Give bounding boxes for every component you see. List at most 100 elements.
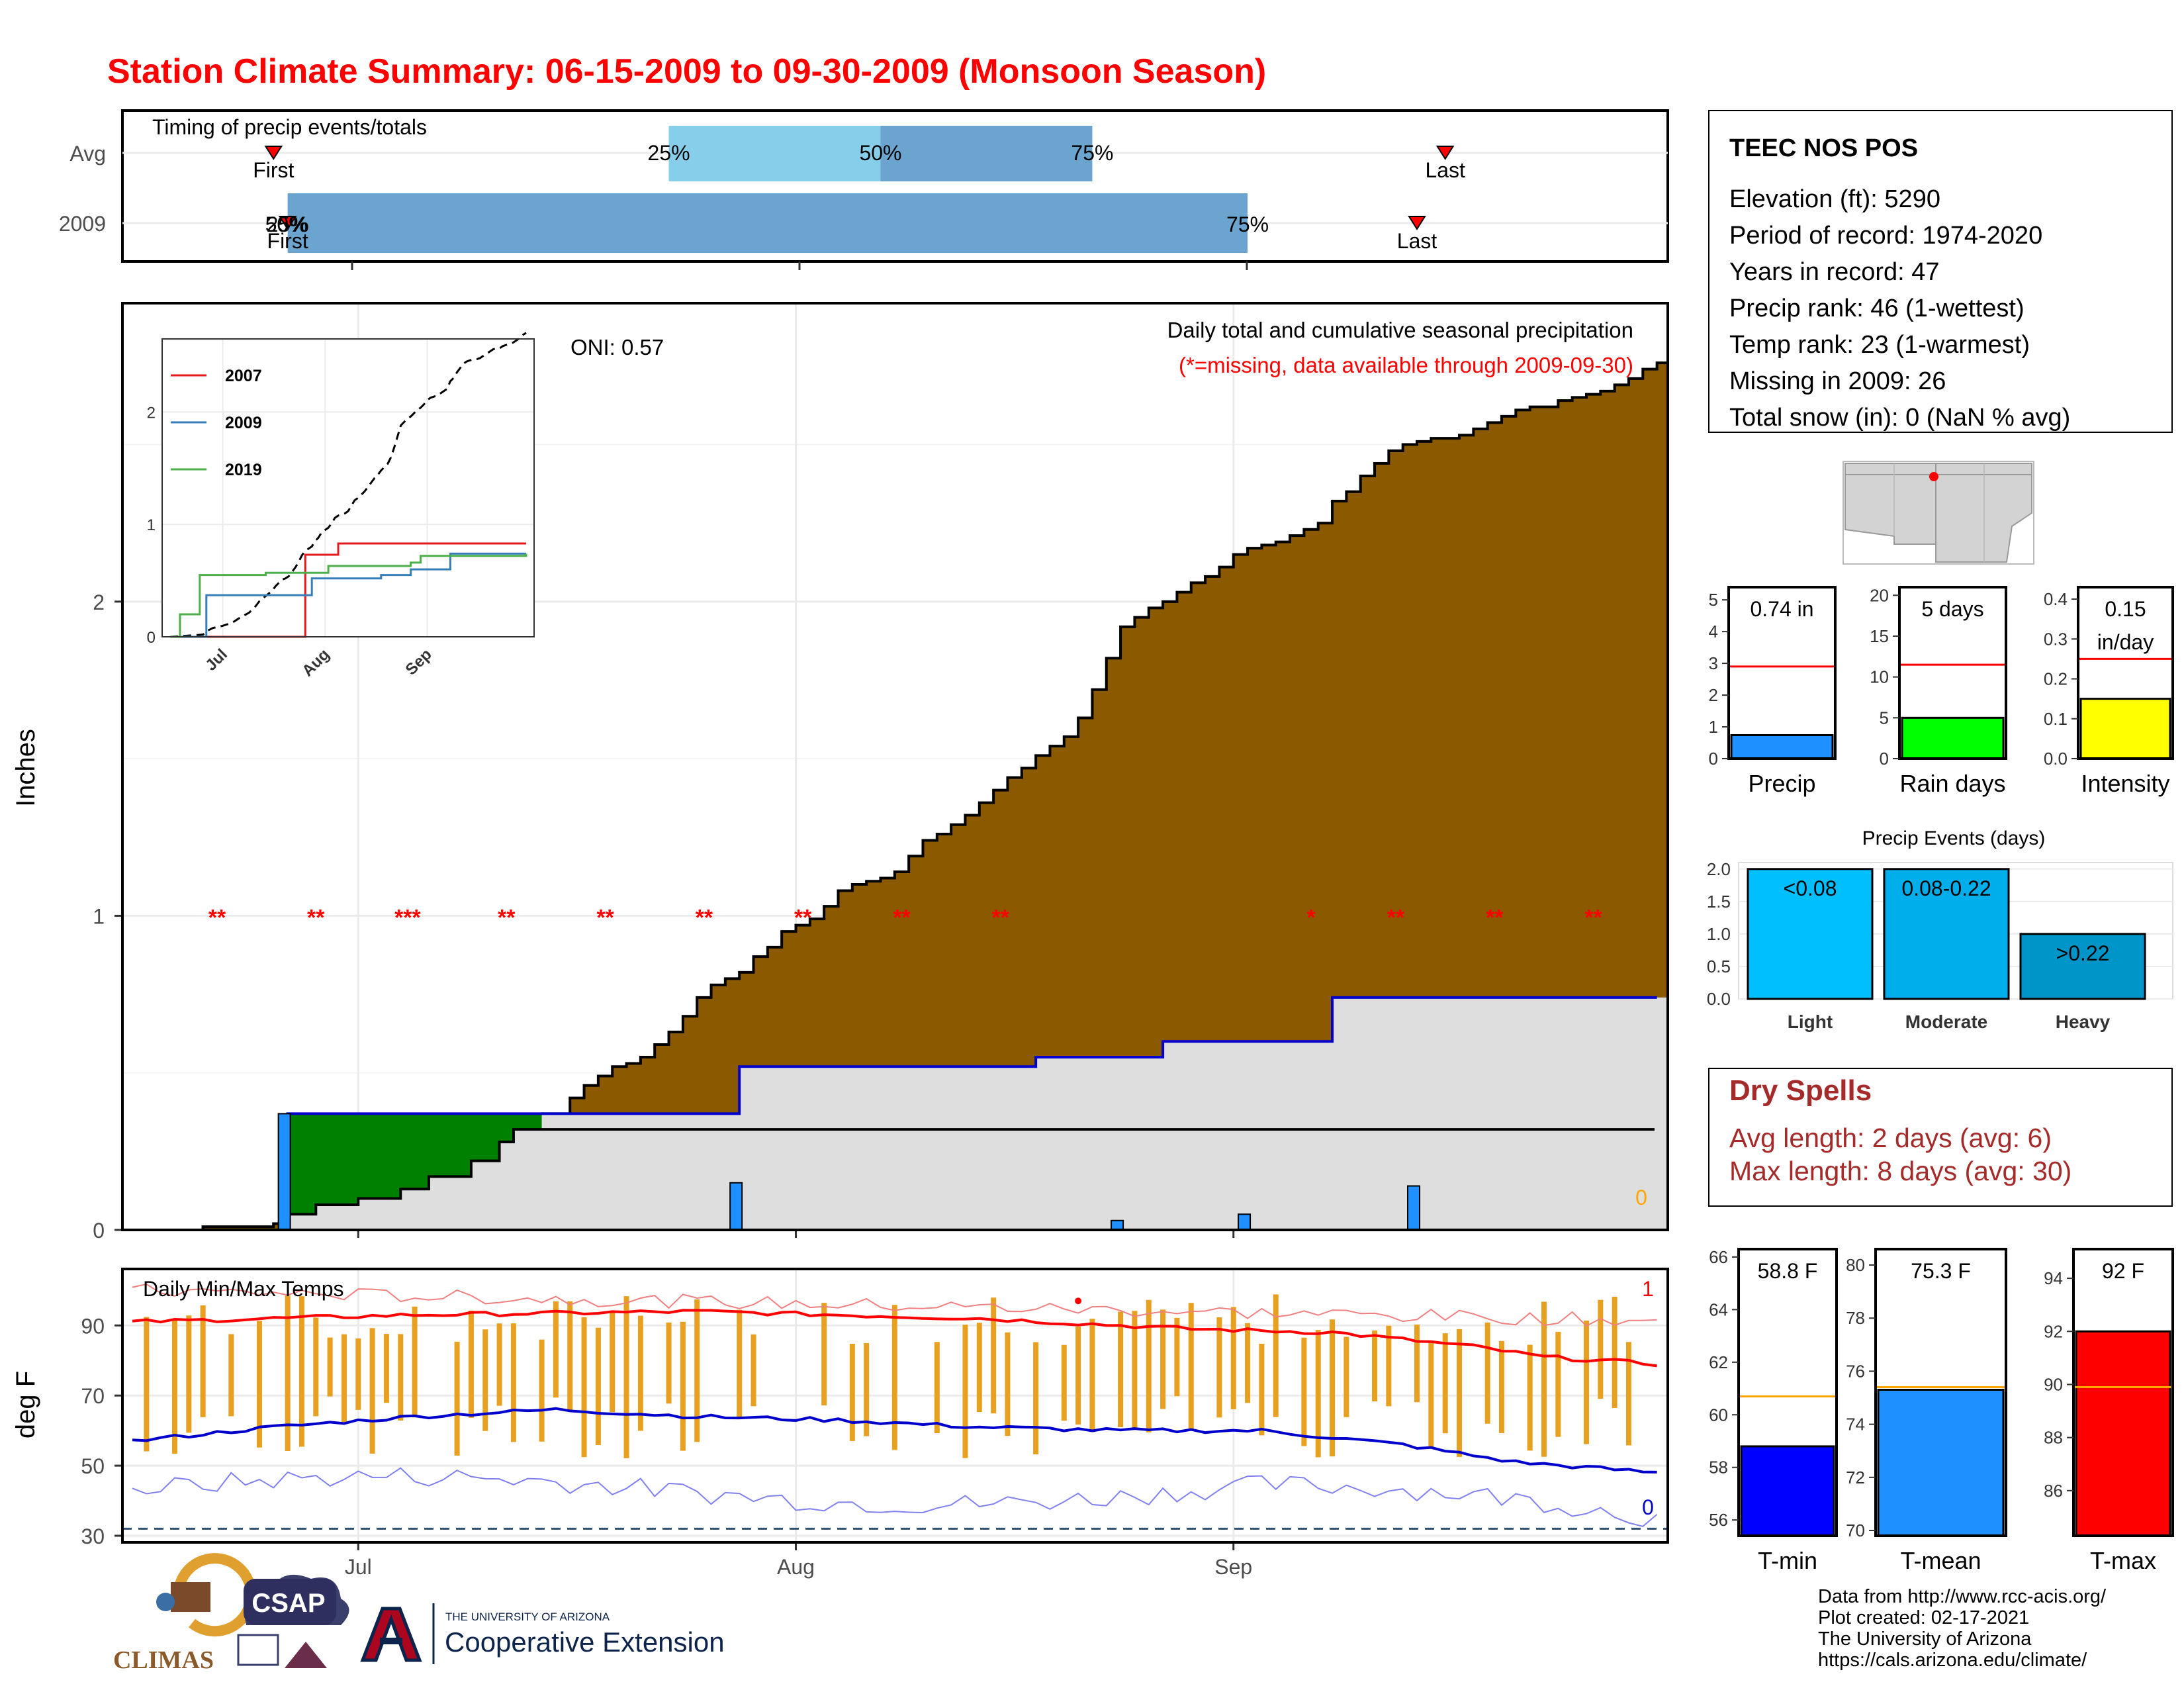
daily-temp-range-bar (623, 1296, 629, 1458)
tick-label: 64 (1709, 1299, 1728, 1319)
tick-label: 3 (1709, 653, 1718, 673)
panel-frame (1737, 1248, 1838, 1537)
tick-label: 56 (1709, 1510, 1728, 1530)
station-line-missing: Missing in 2009: 26 (1729, 367, 1946, 395)
tick-label: 0.1 (2044, 709, 2068, 729)
daily-temp-range-bar (200, 1305, 206, 1417)
tick-label: 0.0 (2044, 749, 2068, 769)
daily-temp-range-bar (355, 1338, 361, 1410)
timing-panel: Timing of precip events/totals Avg 2009 … (59, 109, 1669, 270)
footer-line-url: https://cals.arizona.edu/climate/ (1818, 1650, 2087, 1671)
tick-label: 86 (2044, 1481, 2063, 1501)
daily-temp-range-bar (1612, 1296, 1617, 1409)
panel-label: T-mean (1900, 1547, 1981, 1574)
missing-marker: *** (394, 905, 421, 930)
climatology-cumulative-area (132, 361, 1669, 1231)
tick-label: 72 (1846, 1468, 1865, 1487)
dry-spells-avg: Avg length: 2 days (avg: 6) (1729, 1123, 2052, 1153)
panel-frame (2077, 586, 2174, 760)
tick-label: 58 (1709, 1458, 1728, 1477)
daily-temp-range-bar (341, 1334, 347, 1425)
small-panel-1: 0 5 10 15 20 5 days Rain days (1870, 585, 2007, 797)
daily-temp-range-bar (327, 1337, 333, 1397)
temp-panel-0: 56 58 60 62 64 66 58.8 F T-min (1709, 1247, 1838, 1574)
panel-label: T-min (1758, 1547, 1817, 1574)
missing-marker: ** (1584, 905, 1602, 930)
year-first-marker (278, 216, 297, 230)
small-panel-2: 0.0 0.1 0.2 0.3 0.4 0.15 in/day Intensity (2044, 586, 2174, 797)
panel-label: Precip (1748, 770, 1815, 797)
avg-first-marker (264, 146, 283, 160)
daily-temp-range-bar (962, 1325, 968, 1458)
value-label: 0.15 (2105, 597, 2146, 621)
temp-y-tick: 30 (81, 1524, 105, 1548)
temp-y-tick: 90 (81, 1314, 105, 1338)
precip-subtitle: Daily total and cumulative seasonal prec… (1167, 318, 1633, 342)
tick-label: 88 (2044, 1428, 2063, 1448)
tick-label: 2 (1709, 685, 1718, 705)
daily-temp-range-bar (637, 1315, 643, 1431)
panel-bg (1729, 587, 1835, 759)
value-label: 5 days (1921, 597, 1983, 621)
panel-frame (1874, 1248, 2007, 1537)
tick-label: 0.2 (2044, 669, 2068, 689)
timing-row-year: 2009 (59, 212, 106, 236)
year-q-bar (287, 193, 1248, 253)
daily-temp-range-bar (1245, 1323, 1251, 1403)
avg-first-label: First (253, 158, 294, 182)
precip-y-label: Inches (11, 729, 40, 807)
missing-marker: ** (208, 905, 226, 930)
tick-label: 66 (1709, 1247, 1728, 1267)
events-tick: 1.0 (1707, 924, 1731, 944)
tick-label: 76 (1846, 1361, 1865, 1381)
daily-temp-range-bar (313, 1317, 319, 1417)
temp-chart-title: Daily Min/Max Temps (143, 1277, 343, 1301)
missing-marker: * (1306, 905, 1316, 930)
value-bar (1730, 734, 1834, 760)
tick-label: 4 (1709, 622, 1718, 641)
daily-temp-range-bar (1301, 1337, 1307, 1446)
temp-x-tick-label: Aug (777, 1555, 815, 1579)
temp-x-tick-label: Sep (1214, 1555, 1252, 1579)
daily-temp-range-bar (144, 1317, 150, 1452)
daily-precip-bar (729, 1182, 743, 1231)
daily-temp-range-bar (1541, 1301, 1547, 1457)
footer-line-university: The University of Arizona (1818, 1628, 2032, 1650)
daily-temp-range-bar (581, 1317, 587, 1458)
tick-label: 5 (1880, 708, 1889, 727)
station-line-period: Period of record: 1974-2020 (1729, 222, 2042, 250)
daily-temp-range-bar (1174, 1317, 1180, 1397)
daily-temp-range-bar (1005, 1332, 1011, 1436)
daily-temp-range-bar (1625, 1342, 1631, 1446)
climas-logo: CLIMAS (113, 1553, 257, 1674)
tick-label: 60 (1709, 1405, 1728, 1425)
avg-min-line (132, 1407, 1657, 1474)
svg-text:Cooperative Extension: Cooperative Extension (445, 1626, 725, 1658)
locator-map (1843, 461, 2034, 565)
daily-temp-range-bar (383, 1334, 389, 1403)
daily-temp-range-bar (1216, 1317, 1222, 1418)
events-tick: 0.5 (1707, 957, 1731, 976)
daily-precip-bar (277, 1113, 291, 1231)
tick-label: 74 (1846, 1415, 1865, 1434)
daily-temp-range-bar (1457, 1329, 1463, 1457)
events-bar (2019, 933, 2146, 1000)
daily-temp-range-bar (510, 1323, 516, 1442)
avg-q50-q75-bar (880, 126, 1093, 181)
missing-marker: ** (893, 905, 911, 930)
avg-last-marker (1435, 146, 1455, 160)
csap-logo: CSAP (237, 1574, 349, 1668)
daily-temp-range-bar (1583, 1320, 1589, 1444)
daily-precip-bar (1111, 1219, 1124, 1231)
tick-label: 5 (1709, 590, 1718, 610)
year-quantile-label: 50% (265, 212, 308, 236)
daily-temp-range-bar (496, 1323, 502, 1406)
panel-label: Rain days (1899, 770, 2005, 797)
station-line-snow: Total snow (in): 0 (NaN % avg) (1729, 404, 2070, 432)
daily-temp-range-bar (821, 1303, 827, 1406)
daily-temp-range-bar (1146, 1299, 1152, 1432)
tick-label: 1 (1709, 717, 1718, 737)
tick-label: 0.4 (2044, 589, 2068, 609)
daily-temp-range-bar (610, 1310, 615, 1413)
tick-label: 80 (1846, 1255, 1865, 1275)
